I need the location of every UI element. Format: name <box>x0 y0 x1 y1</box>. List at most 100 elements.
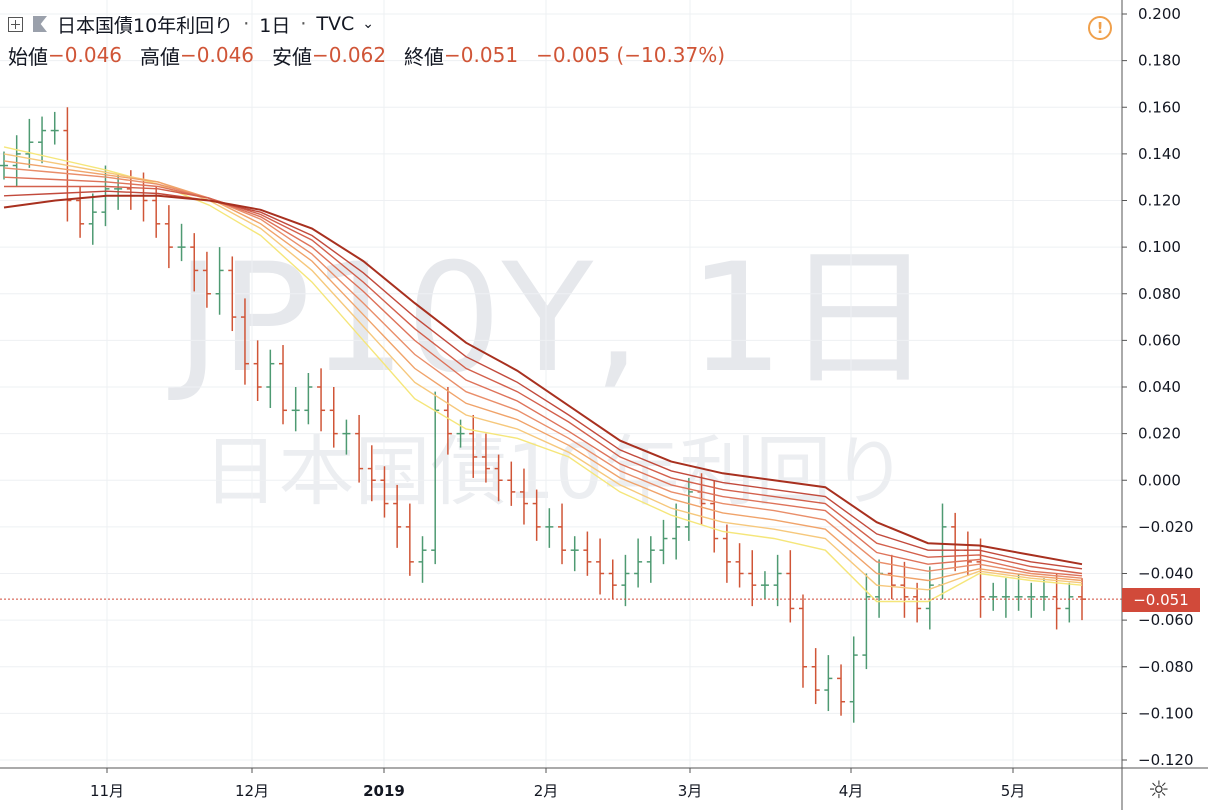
price-bar <box>329 387 338 448</box>
price-bar <box>545 508 554 548</box>
y-tick-label: −0.020 <box>1138 518 1194 536</box>
price-bar <box>291 387 300 432</box>
price-axis[interactable]: 0.200 0.180 0.160 0.140 0.120 0.100 0.080 0.060… <box>1122 5 1194 769</box>
ma-line <box>3 176 1083 577</box>
price-bar <box>811 648 820 705</box>
high-value: −0.046 <box>180 43 255 67</box>
price-bar <box>722 524 731 583</box>
y-tick-label: 0.000 <box>1138 471 1181 489</box>
time-axis[interactable]: 11月 12月 2019 2月 3月 4月 5月 <box>90 768 1025 800</box>
y-tick-label: 0.200 <box>1138 5 1181 23</box>
price-bar <box>380 466 389 518</box>
close-label: 終値 <box>404 44 445 69</box>
price-bar <box>177 223 186 262</box>
price-bar <box>634 538 643 588</box>
price-bar <box>367 445 376 502</box>
price-bar <box>925 566 934 630</box>
y-tick-label: 0.060 <box>1138 331 1181 349</box>
price-bar <box>963 531 972 576</box>
x-tick-label: 12月 <box>235 782 269 800</box>
collapse-icon[interactable] <box>8 16 23 32</box>
price-bar <box>824 655 833 712</box>
price-bar <box>773 554 782 607</box>
ma-line <box>3 190 1083 570</box>
price-bar <box>1052 573 1061 630</box>
open-label: 始値 <box>8 44 48 69</box>
price-bars <box>0 107 1086 723</box>
x-tick-label: 2月 <box>534 782 559 800</box>
price-bar <box>519 468 528 525</box>
settings-gear-icon[interactable]: ☼ <box>1148 776 1170 804</box>
x-tick-label: 11月 <box>90 782 124 800</box>
price-bar <box>393 484 402 548</box>
close-value: −0.051 <box>444 43 519 67</box>
price-bar <box>190 233 199 292</box>
price-bar <box>596 538 605 595</box>
x-tick-label: 4月 <box>839 782 864 800</box>
price-bar <box>570 536 579 572</box>
last-price-tag: −0.051 <box>1122 588 1200 612</box>
low-value: −0.062 <box>312 43 387 67</box>
price-bar <box>887 554 896 600</box>
price-bar <box>646 536 655 583</box>
price-bar <box>431 391 440 565</box>
price-bar <box>659 519 668 565</box>
legend-header: 日本国債10年利回り · 1日 · TVC ⌄ 始値 −0.046 高値 −0.… <box>8 10 743 70</box>
open-value: −0.046 <box>48 43 123 67</box>
price-bar <box>748 550 757 607</box>
price-bar <box>1027 582 1036 618</box>
price-bar <box>456 419 465 448</box>
price-bar <box>900 561 909 618</box>
price-bar <box>481 433 490 483</box>
price-bar <box>608 559 617 600</box>
price-bar <box>418 536 427 583</box>
price-bar <box>672 503 681 560</box>
price-bar <box>405 503 414 576</box>
flag-icon <box>33 16 47 32</box>
price-bar <box>12 135 21 187</box>
ohlc-row: 始値 −0.046 高値 −0.046 安値 −0.062 終値 −0.051 … <box>8 40 743 70</box>
price-bar <box>50 111 59 145</box>
price-bar <box>202 251 211 308</box>
chevron-down-icon[interactable]: ⌄ <box>362 16 374 32</box>
y-tick-label: 0.140 <box>1138 145 1181 163</box>
price-bar <box>215 247 224 315</box>
price-bar <box>63 107 72 222</box>
price-bar <box>875 559 884 618</box>
watermark-main: JP10Y, 1日 <box>168 232 934 406</box>
price-bar <box>862 573 871 670</box>
y-tick-label: −0.080 <box>1138 658 1194 676</box>
change-value: −0.005 (−10.37%) <box>536 43 726 67</box>
symbol-row: 日本国債10年利回り · 1日 · TVC ⌄ <box>8 10 743 38</box>
price-bar <box>304 373 313 425</box>
separator: · <box>300 13 307 35</box>
y-tick-label: 0.040 <box>1138 378 1181 396</box>
alert-icon[interactable]: ! <box>1088 16 1112 40</box>
interval-label: 1日 <box>259 14 291 37</box>
price-bar <box>558 503 567 565</box>
price-bar <box>253 340 262 401</box>
y-tick-label: 0.020 <box>1138 425 1181 443</box>
ma-line <box>4 185 1083 575</box>
price-bar <box>0 151 8 180</box>
price-bar <box>164 205 173 269</box>
price-bar <box>342 419 351 455</box>
symbol-title: 日本国債10年利回り <box>57 14 234 37</box>
price-bar <box>25 118 34 168</box>
y-tick-label: 0.100 <box>1138 238 1181 256</box>
ma-line <box>3 146 1083 603</box>
price-bar <box>849 636 858 723</box>
price-bar <box>240 298 249 385</box>
x-tick-label: 3月 <box>678 782 703 800</box>
y-tick-label: −0.100 <box>1138 704 1194 722</box>
price-bar <box>507 461 516 506</box>
exchange-label[interactable]: TVC <box>316 13 355 35</box>
price-bar <box>266 349 275 408</box>
y-tick-label: 0.080 <box>1138 285 1181 303</box>
y-tick-label: 0.120 <box>1138 192 1181 210</box>
y-tick-label: −0.060 <box>1138 611 1194 629</box>
price-bar <box>1001 578 1010 618</box>
price-bar <box>494 454 503 502</box>
ma-line <box>3 167 1083 579</box>
